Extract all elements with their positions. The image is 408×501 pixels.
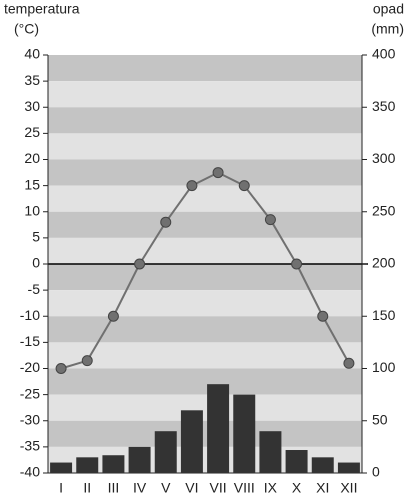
x-tick-label: II xyxy=(83,480,91,496)
y-tick-label: 10 xyxy=(24,202,40,218)
x-tick-label: III xyxy=(108,480,120,496)
bar xyxy=(128,446,151,473)
x-tick-label: VIII xyxy=(234,480,255,496)
background-band xyxy=(48,420,362,447)
background-band xyxy=(48,107,362,134)
background-band xyxy=(48,133,362,160)
y-tick-label: 5 xyxy=(32,229,40,245)
x-tick-label: VII xyxy=(210,480,227,496)
y-tick-label: -15 xyxy=(20,333,40,349)
x-tick-label: V xyxy=(161,480,171,496)
marker xyxy=(55,363,67,374)
marker xyxy=(343,357,355,369)
marker xyxy=(264,214,276,226)
y-tick-label: 30 xyxy=(24,98,40,114)
bar xyxy=(233,394,256,473)
y2-tick-label: 400 xyxy=(372,46,396,62)
background-band xyxy=(48,264,362,291)
x-tick-label: XI xyxy=(316,480,329,496)
bar xyxy=(285,450,308,473)
marker xyxy=(291,258,303,270)
x-tick-label: IX xyxy=(264,480,278,496)
y-axis-unit: (°C) xyxy=(14,21,39,37)
y2-tick-label: 200 xyxy=(372,255,396,271)
marker xyxy=(186,180,198,192)
marker xyxy=(134,258,146,270)
y-tick-label: 20 xyxy=(24,150,40,166)
y-axis-label: temperatura xyxy=(4,1,80,17)
background-band xyxy=(48,316,362,343)
y-tick-label: -35 xyxy=(20,438,40,454)
y2-tick-label: 300 xyxy=(372,150,396,166)
bar xyxy=(180,410,203,473)
y2-tick-label: 100 xyxy=(372,359,396,375)
background-band xyxy=(48,446,362,473)
x-tick-label: IV xyxy=(133,480,147,496)
y-tick-label: 15 xyxy=(24,176,40,192)
background-band xyxy=(48,185,362,212)
y-tick-label: -5 xyxy=(28,281,41,297)
y-tick-label: 0 xyxy=(32,255,40,271)
marker xyxy=(81,355,93,367)
marker xyxy=(107,310,119,322)
background-band xyxy=(48,368,362,395)
background-band xyxy=(48,237,362,264)
bar xyxy=(50,462,73,473)
bar xyxy=(311,457,334,473)
y-tick-label: 40 xyxy=(24,46,40,62)
background-band xyxy=(48,394,362,421)
line xyxy=(60,171,350,370)
bar xyxy=(102,455,125,473)
y2-tick-label: 50 xyxy=(372,411,388,427)
y-tick-label: -40 xyxy=(20,464,40,480)
background-band xyxy=(48,342,362,369)
bar xyxy=(337,462,360,473)
background-band xyxy=(48,55,362,82)
y2-axis-unit: (mm) xyxy=(371,21,404,37)
bar xyxy=(259,431,282,473)
y-tick-label: 35 xyxy=(24,72,40,88)
y2-axis-label: opad xyxy=(373,1,404,17)
background-band xyxy=(48,81,362,108)
y2-tick-label: 0 xyxy=(372,464,380,480)
y2-tick-label: 250 xyxy=(372,202,396,218)
x-tick-label: I xyxy=(59,480,63,496)
y2-tick-label: 350 xyxy=(372,98,396,114)
background-band xyxy=(48,211,362,238)
y-tick-label: -30 xyxy=(20,411,40,427)
bar xyxy=(154,431,177,473)
bar xyxy=(207,384,230,473)
background-band xyxy=(48,290,362,317)
marker xyxy=(317,310,329,322)
x-tick-label: XII xyxy=(340,480,357,496)
y-tick-label: -10 xyxy=(20,307,40,323)
x-tick-label: VI xyxy=(185,480,198,496)
bar xyxy=(76,457,99,473)
marker xyxy=(160,216,172,228)
y-tick-label: -20 xyxy=(20,359,40,375)
marker xyxy=(238,180,250,192)
background-band xyxy=(48,159,362,186)
y-tick-label: -25 xyxy=(20,385,40,401)
x-tick-label: X xyxy=(292,480,302,496)
y2-tick-label: 150 xyxy=(372,307,396,323)
y-tick-label: 25 xyxy=(24,124,40,140)
marker xyxy=(212,167,224,179)
